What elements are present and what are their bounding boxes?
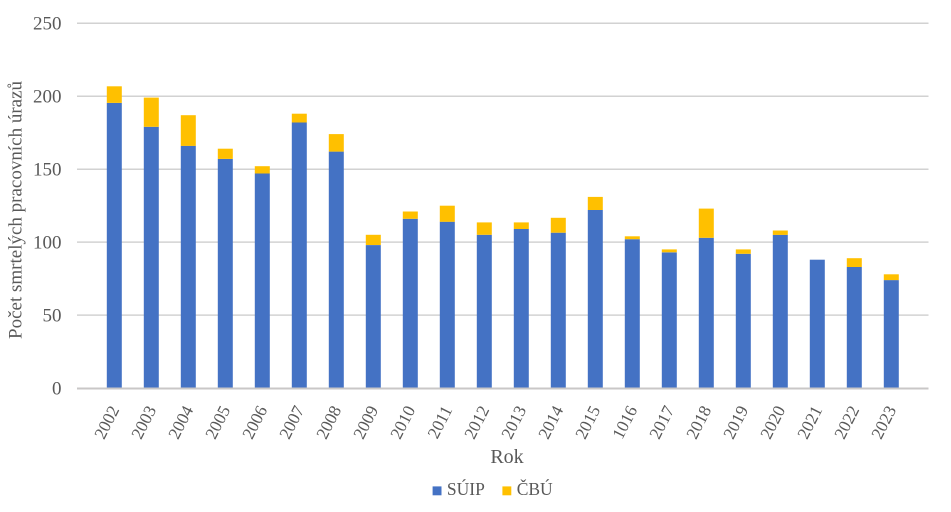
svg-text:Počet smrtelých pracovních úra: Počet smrtelých pracovních úrazů xyxy=(5,81,26,339)
svg-text:250: 250 xyxy=(33,14,62,35)
svg-text:0: 0 xyxy=(52,378,62,399)
svg-text:SÚIP: SÚIP xyxy=(447,479,485,499)
svg-text:50: 50 xyxy=(43,305,62,326)
svg-text:100: 100 xyxy=(33,232,62,253)
svg-text:200: 200 xyxy=(33,87,62,108)
svg-text:Rok: Rok xyxy=(490,446,523,468)
svg-text:150: 150 xyxy=(33,160,62,181)
svg-text:ČBÚ: ČBÚ xyxy=(517,479,553,499)
